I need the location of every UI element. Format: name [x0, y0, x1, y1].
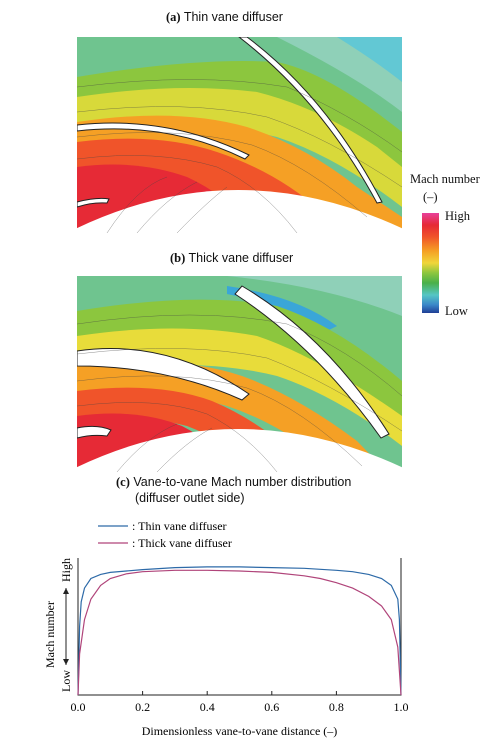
panel-b-title: Thick vane diffuser	[188, 251, 294, 265]
panel-c-caption-line2: (diffuser outlet side)	[135, 491, 245, 505]
series-line-1	[77, 566, 402, 696]
chart-legend: : Thin vane diffuser : Thick vane diffuse…	[98, 519, 232, 550]
chart-axes: 0.0 0.2 0.4 0.6 0.8 1.0 Dimensionless vane-to-…	[43, 558, 409, 738]
thick-vane-contour-image	[77, 276, 402, 472]
panel-a-letter: (a)	[166, 10, 181, 24]
x-tick-label: 1.0	[394, 700, 409, 714]
x-tick-label: 0.2	[135, 700, 150, 714]
y-arrow-down-head	[63, 659, 69, 665]
panel-a-title: Thin vane diffuser	[183, 10, 283, 24]
series-line-2	[77, 569, 402, 696]
x-tick-label: 0.6	[264, 700, 279, 714]
panel-b-letter: (b)	[170, 251, 186, 265]
panel-c-letter: (c)	[116, 475, 130, 489]
x-axis-label: Dimensionless vane-to-vane distance (–)	[142, 724, 338, 738]
panel-b-caption: (b) Thick vane diffuser	[170, 251, 293, 266]
legend-low-label: Low	[445, 304, 468, 318]
y-arrow-up-head	[63, 588, 69, 594]
panel-c-title: Vane-to-vane Mach number distribution	[133, 475, 352, 489]
y-low-label: Low	[59, 670, 73, 692]
legend-label-2: : Thick vane diffuser	[132, 536, 232, 550]
x-tick-label: 0.8	[329, 700, 344, 714]
legend-title-line1: Mach number	[410, 172, 480, 186]
y-axis-label: Mach number	[43, 601, 57, 668]
panel-c-caption-line1: (c) Vane-to-vane Mach number distributio…	[116, 475, 351, 490]
legend-title-line2: (–)	[423, 190, 438, 204]
x-tick-label: 0.0	[71, 700, 86, 714]
mach-distribution-chart: : Thin vane diffuser : Thick vane diffuse…	[43, 519, 409, 738]
panel-a-caption: (a) Thin vane diffuser	[166, 10, 283, 25]
mach-colorbar	[422, 213, 439, 313]
thin-vane-contour-image	[77, 37, 402, 233]
chart-series	[77, 566, 402, 696]
legend-label-1: : Thin vane diffuser	[132, 519, 227, 533]
x-tick-label: 0.4	[200, 700, 215, 714]
legend-high-label: High	[445, 209, 470, 223]
y-high-label: High	[59, 558, 73, 582]
plot-frame	[77, 558, 402, 696]
